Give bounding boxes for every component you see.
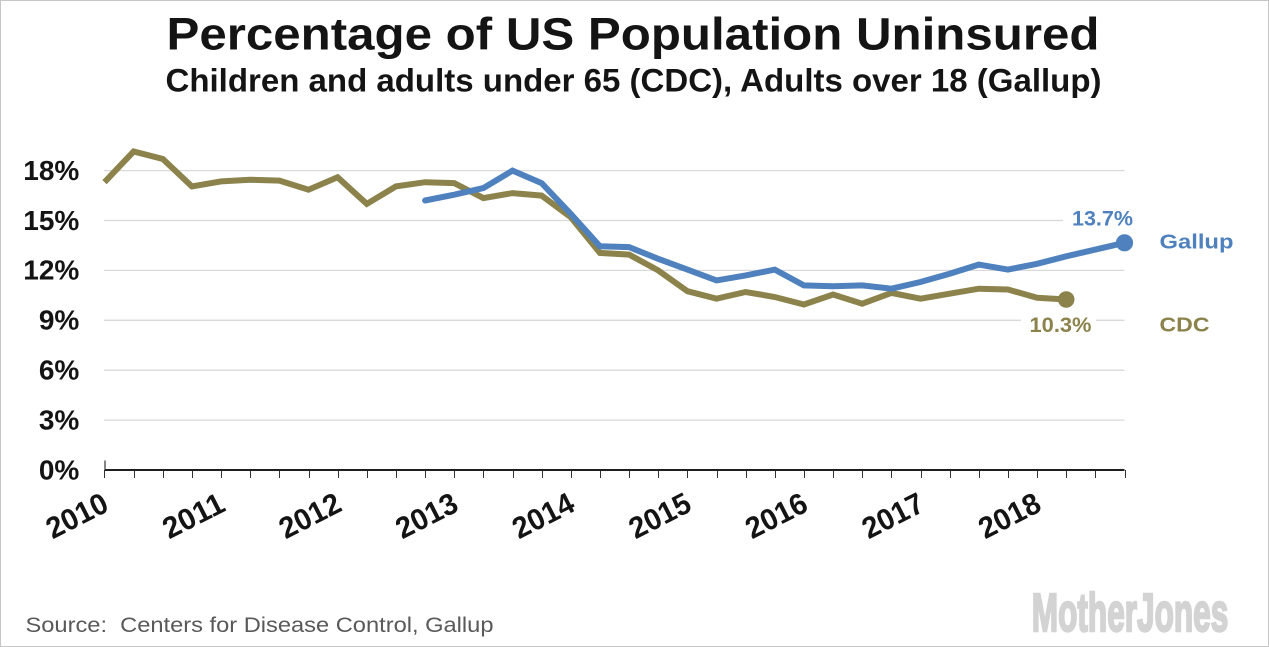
svg-text:MotherJones: MotherJones: [1032, 583, 1229, 643]
svg-text:Percentage of US Population Un: Percentage of US Population Uninsured: [167, 9, 1100, 60]
svg-text:Gallup: Gallup: [1160, 231, 1234, 254]
svg-text:15%: 15%: [23, 205, 79, 236]
svg-text:Children and adults under 65 (: Children and adults under 65 (CDC), Adul…: [166, 62, 1102, 98]
svg-text:Source: Centers for Disease C: Source: Centers for Disease Control, Gal…: [26, 614, 494, 637]
svg-text:3%: 3%: [39, 404, 80, 435]
svg-text:10.3%: 10.3%: [1030, 314, 1092, 337]
svg-text:13.7%: 13.7%: [1072, 208, 1133, 231]
svg-text:18%: 18%: [23, 155, 79, 186]
svg-text:9%: 9%: [39, 305, 80, 336]
svg-text:6%: 6%: [39, 355, 80, 386]
svg-text:CDC: CDC: [1160, 314, 1210, 337]
svg-text:12%: 12%: [23, 255, 79, 286]
svg-text:0%: 0%: [39, 454, 80, 485]
